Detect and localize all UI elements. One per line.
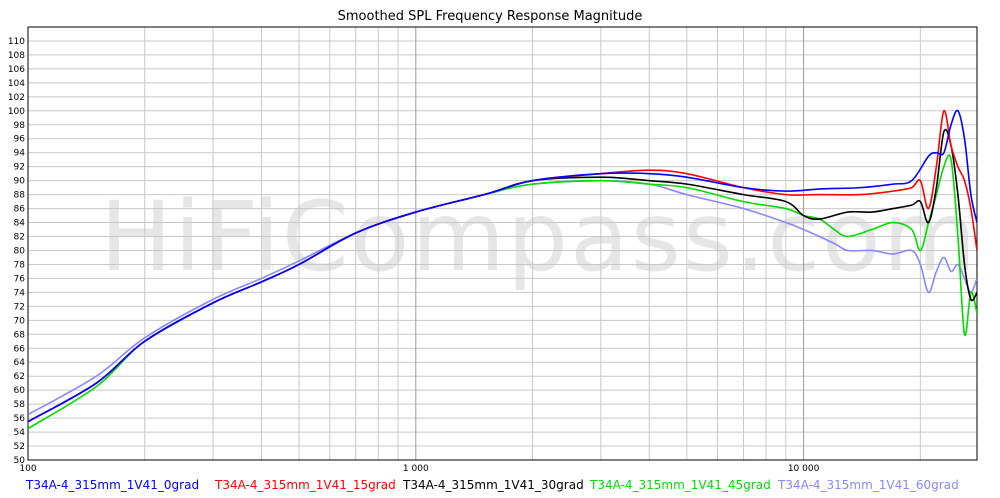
y-axis-tick-labels: 50 52 54 56 58 60 62 64 66 68 70 72 74 76 78 80 82 84 86 88… <box>8 37 25 466</box>
y-tick-label: 104 <box>8 79 25 89</box>
x-axis-tick-labels: 100 1 000 10 000 <box>19 464 819 474</box>
legend-entry: T34A-4_315mm_1V41_0grad <box>25 478 199 492</box>
y-tick-label: 54 <box>14 428 26 438</box>
x-tick-label: 10 000 <box>788 464 820 474</box>
y-tick-label: 50 <box>14 456 26 466</box>
legend-entry: T34A-4_315mm_1V41_60grad <box>777 478 959 492</box>
y-tick-label: 60 <box>14 386 26 396</box>
x-tick-label: 100 <box>19 464 36 474</box>
series-line <box>28 179 977 416</box>
y-tick-label: 94 <box>14 149 26 159</box>
y-tick-label: 66 <box>14 344 26 354</box>
y-tick-label: 78 <box>14 260 26 270</box>
legend-entry: T34A-4_315mm_1V41_30grad <box>402 478 584 492</box>
y-tick-label: 52 <box>14 442 25 452</box>
y-tick-label: 92 <box>14 163 25 173</box>
y-tick-label: 98 <box>14 121 26 131</box>
y-tick-label: 56 <box>14 414 26 424</box>
y-tick-label: 96 <box>14 135 26 145</box>
plot-frame <box>27 26 978 461</box>
chart-title: Smoothed SPL Frequency Response Magnitud… <box>338 9 643 24</box>
legend: T34A-4_315mm_1V41_0grad T34A-4_315mm_1V41… <box>25 478 959 492</box>
series-lines <box>28 109 977 430</box>
y-tick-label: 84 <box>14 219 26 229</box>
legend-entry: T34A-4_315mm_1V41_15grad <box>214 478 396 492</box>
series-line <box>28 109 977 423</box>
y-tick-label: 102 <box>8 93 25 103</box>
y-tick-label: 108 <box>8 51 25 61</box>
y-tick-label: 74 <box>14 288 26 298</box>
y-tick-label: 100 <box>8 107 25 117</box>
y-tick-label: 58 <box>14 400 26 410</box>
y-tick-label: 88 <box>14 191 26 201</box>
y-tick-label: 110 <box>8 37 25 47</box>
x-tick-label: 1 000 <box>403 464 429 474</box>
y-tick-label: 72 <box>14 302 25 312</box>
y-tick-label: 90 <box>14 177 26 187</box>
y-tick-label: 106 <box>8 65 25 75</box>
y-tick-label: 80 <box>14 246 26 256</box>
legend-entry: T34A-4_315mm_1V41_45grad <box>589 478 771 492</box>
y-tick-label: 64 <box>14 358 26 368</box>
y-tick-label: 82 <box>14 233 25 243</box>
y-tick-label: 86 <box>14 205 26 215</box>
y-tick-label: 76 <box>14 274 26 284</box>
y-tick-label: 68 <box>14 330 26 340</box>
y-tick-label: 70 <box>14 316 26 326</box>
y-tick-label: 62 <box>14 372 25 382</box>
